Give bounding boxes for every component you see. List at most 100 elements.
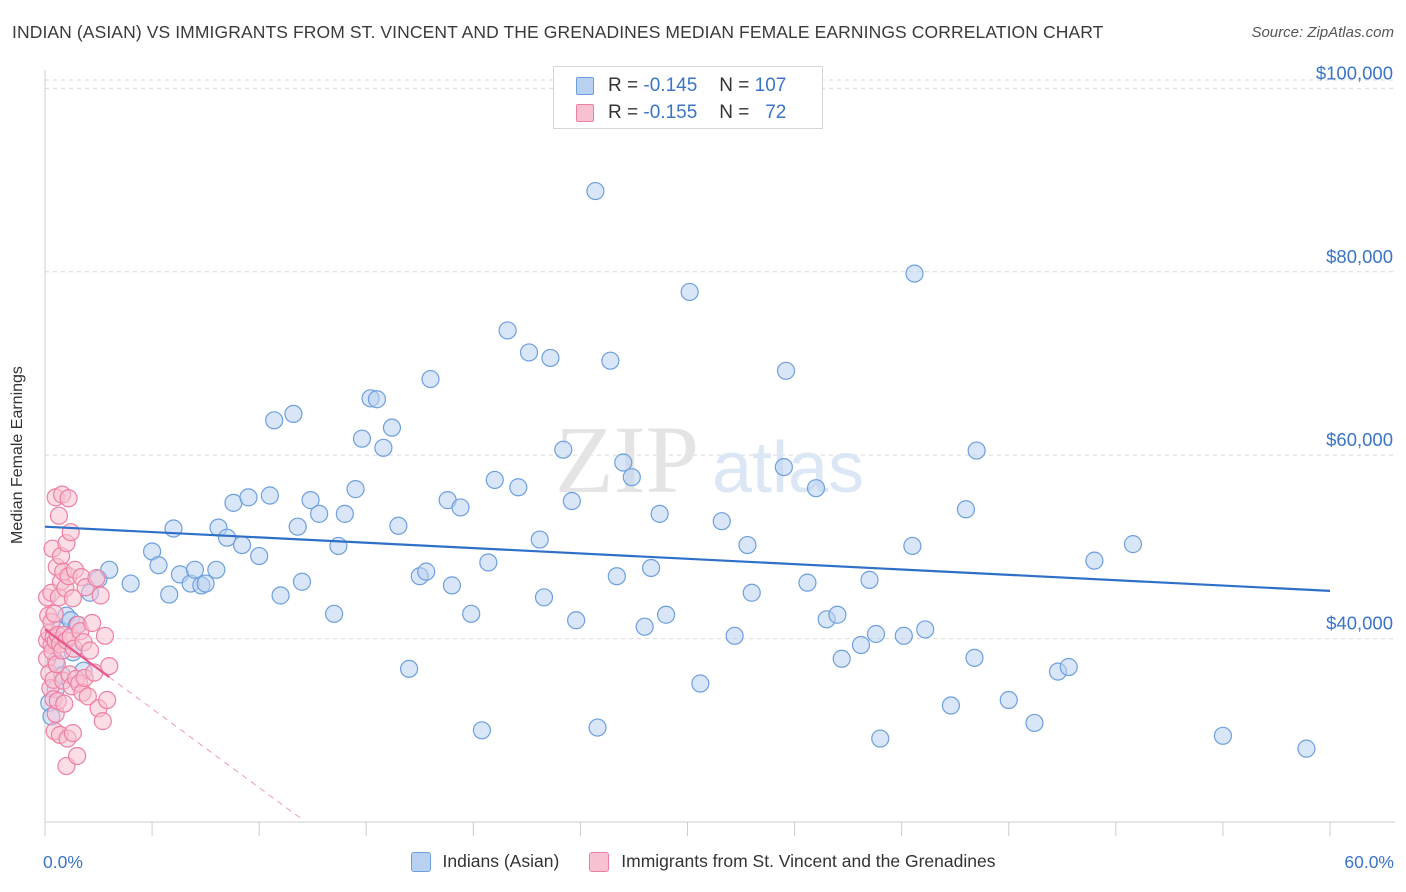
data-point-indians <box>905 264 924 283</box>
data-point-indians <box>1123 535 1143 554</box>
data-point-indians <box>725 626 744 645</box>
legend-label-st-vincent: Immigrants from St. Vincent and the Gren… <box>621 851 996 871</box>
data-point-st-vincent <box>63 589 82 608</box>
data-point-indians <box>650 504 669 523</box>
data-point-indians <box>586 181 605 201</box>
x-tick-label-min: 0.0% <box>43 852 83 872</box>
data-point-indians <box>160 585 179 604</box>
data-point-st-vincent <box>83 613 102 633</box>
data-point-indians <box>346 480 365 499</box>
axes <box>44 70 1395 836</box>
data-point-indians <box>999 690 1018 710</box>
data-point-indians <box>851 635 871 655</box>
data-point-indians <box>335 504 354 523</box>
data-point-st-vincent <box>63 723 82 743</box>
data-point-st-vincent <box>87 568 106 588</box>
data-point-indians <box>421 369 440 389</box>
data-point-indians <box>509 478 528 497</box>
data-point-st-vincent <box>55 694 74 713</box>
data-point-indians <box>462 604 481 623</box>
data-point-indians <box>250 546 269 566</box>
legend-n-value: 72 <box>765 102 787 123</box>
y-tick-label: $100,000 <box>1316 62 1393 83</box>
data-point-indians <box>635 617 654 636</box>
data-point-indians <box>232 535 252 555</box>
data-point-indians <box>374 438 393 457</box>
x-tick-label-max: 60.0% <box>1344 852 1394 872</box>
y-tick-label: $40,000 <box>1326 613 1393 634</box>
series-st-vincent-points <box>38 485 119 776</box>
data-point-indians <box>562 491 581 511</box>
source-credit: Source: ZipAtlas.com <box>1251 24 1394 41</box>
legend-n-label: N = <box>719 102 750 123</box>
legend-series: Indians (Asian) Immigrants from St. Vinc… <box>0 851 1406 872</box>
data-point-indians <box>860 570 879 589</box>
legend-n-label: N = <box>719 75 750 96</box>
data-point-indians <box>485 470 504 490</box>
data-point-indians <box>1297 739 1316 758</box>
trend-lines <box>44 525 1331 820</box>
data-point-indians <box>207 560 226 579</box>
data-point-indians <box>100 560 119 579</box>
data-point-indians <box>871 729 890 748</box>
legend-n-value: 107 <box>754 75 787 96</box>
data-point-indians <box>956 500 976 519</box>
data-point-indians <box>149 556 168 575</box>
legend-swatch-pink <box>576 104 594 122</box>
data-point-indians <box>399 659 419 678</box>
data-point-indians <box>367 390 387 409</box>
data-point-indians <box>292 572 312 591</box>
data-point-indians <box>774 457 793 477</box>
trend-line-st-vincent <box>44 628 110 678</box>
data-point-indians <box>260 486 279 505</box>
legend-r-label: R = <box>608 75 639 96</box>
data-point-indians <box>498 321 517 340</box>
legend-item-indians: Indians (Asian) <box>410 851 560 872</box>
data-point-indians <box>806 479 826 498</box>
data-point-indians <box>121 574 140 593</box>
gridlines <box>45 79 1395 640</box>
data-point-indians <box>554 440 573 459</box>
data-point-st-vincent <box>95 626 115 645</box>
data-point-st-vincent <box>100 656 119 676</box>
trend-line-st-vincent-extension <box>108 676 303 820</box>
legend-swatch-blue <box>576 77 594 95</box>
data-point-indians <box>601 351 620 370</box>
data-point-indians <box>614 453 633 472</box>
data-point-indians <box>622 468 641 487</box>
data-point-indians <box>1213 726 1233 745</box>
data-point-indians <box>325 604 344 623</box>
data-point-indians <box>641 558 661 578</box>
data-point-indians <box>1025 713 1044 733</box>
data-point-indians <box>828 605 847 624</box>
data-point-indians <box>588 718 607 737</box>
data-point-indians <box>479 553 498 572</box>
data-point-indians <box>217 528 237 547</box>
data-point-st-vincent <box>61 523 80 542</box>
data-point-indians <box>389 516 408 535</box>
data-point-indians <box>742 583 761 602</box>
legend-r-value: -0.155 <box>643 102 698 123</box>
legend-row-indians: R = -0.145 N = 107 <box>576 74 786 98</box>
data-point-indians <box>519 343 539 362</box>
y-tick-label: $60,000 <box>1326 429 1393 450</box>
data-point-st-vincent <box>80 641 100 660</box>
data-point-indians <box>239 488 258 507</box>
data-point-indians <box>738 535 757 555</box>
data-point-indians <box>310 504 329 523</box>
data-point-indians <box>866 624 886 644</box>
data-point-st-vincent <box>98 690 117 710</box>
data-point-indians <box>265 411 284 430</box>
data-point-indians <box>196 574 215 593</box>
data-point-indians <box>284 404 303 424</box>
data-point-indians <box>691 674 710 693</box>
legend-item-st-vincent: Immigrants from St. Vincent and the Gren… <box>589 851 995 872</box>
data-point-indians <box>567 611 586 630</box>
data-point-indians <box>541 348 560 368</box>
legend-row-st-vincent: R = -0.155 N = 72 <box>576 101 786 125</box>
legend-label-indians: Indians (Asian) <box>442 851 560 871</box>
legend-correlation: R = -0.145 N = 107 R = -0.155 N = 72 <box>553 66 823 129</box>
data-point-st-vincent <box>49 506 69 525</box>
data-point-st-vincent <box>78 687 97 706</box>
